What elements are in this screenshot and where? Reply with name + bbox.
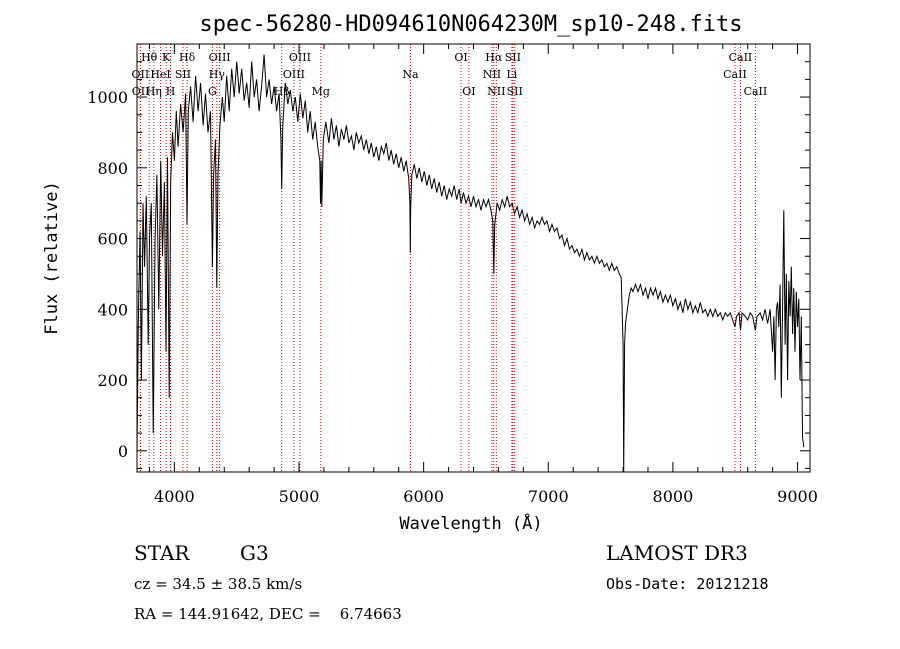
line-marker-label: OIII	[289, 51, 311, 64]
y-tick-label: 800	[97, 159, 128, 178]
x-axis-ticks: 4000 5000 6000 7000 8000 9000	[148, 44, 818, 506]
observation-date: Obs-Date: 20121218	[606, 575, 769, 593]
y-tick-label: 0	[118, 442, 128, 461]
x-tick-label: 6000	[403, 487, 444, 506]
redshift-readout: cz = 34.5 ± 38.5 km/s	[134, 575, 302, 593]
line-marker-label: CaII	[723, 68, 747, 81]
y-axis-ticks: 0 200 400 600 800 1000	[87, 43, 810, 469]
line-marker-label: H	[166, 85, 176, 98]
x-tick-label: 5000	[279, 487, 320, 506]
x-tick-label: 7000	[528, 487, 569, 506]
object-subclass: G3	[240, 541, 269, 565]
line-marker-label: Hα	[485, 51, 503, 64]
line-marker-label: HeI	[150, 68, 170, 81]
survey-name: LAMOST DR3	[606, 541, 748, 565]
line-marker-label: OIII	[283, 68, 305, 81]
spectrum-line	[136, 54, 805, 473]
y-tick-label: 1000	[87, 88, 128, 107]
line-marker-label: SII	[507, 85, 523, 98]
line-marker-label: G	[208, 85, 217, 98]
x-tick-label: 4000	[154, 487, 195, 506]
y-tick-label: 200	[97, 371, 128, 390]
line-marker-label: Hη	[146, 85, 162, 98]
chart-title: spec-56280-HD094610N064230M_sp10-248.fit…	[199, 12, 742, 37]
y-axis-title: Flux (relative)	[42, 181, 62, 335]
x-axis-title: Wavelength (Å)	[399, 512, 542, 534]
line-marker-label: Hγ	[209, 68, 226, 81]
line-marker-label: Hδ	[179, 51, 196, 64]
y-tick-label: 600	[97, 230, 128, 249]
line-marker-label: K	[162, 51, 171, 64]
line-marker-label: SII	[505, 51, 521, 64]
line-markers	[139, 44, 756, 472]
line-marker-label: SII	[175, 68, 191, 81]
line-marker-label: NII	[487, 85, 505, 98]
line-marker-label: Hθ	[141, 51, 158, 64]
y-tick-label: 400	[97, 300, 128, 319]
line-marker-label: CaII	[729, 51, 753, 64]
x-tick-label: 8000	[653, 487, 694, 506]
line-marker-label: Mg	[312, 85, 330, 98]
line-marker-label: CaII	[744, 85, 768, 98]
line-marker-label: OII	[132, 68, 150, 81]
line-marker-label: OI	[454, 51, 467, 64]
line-marker-label: OII	[132, 85, 150, 98]
coordinates-readout: RA = 144.91642, DEC = 6.74663	[134, 605, 402, 623]
line-marker-label: OI	[462, 85, 475, 98]
line-marker-label: Li	[506, 68, 517, 81]
plot-frame	[136, 43, 811, 473]
line-marker-label: Na	[402, 68, 419, 81]
line-marker-label: NII	[483, 68, 501, 81]
object-class: STAR	[134, 541, 190, 565]
x-tick-label: 9000	[777, 487, 818, 506]
line-marker-label: OIII	[209, 51, 231, 64]
